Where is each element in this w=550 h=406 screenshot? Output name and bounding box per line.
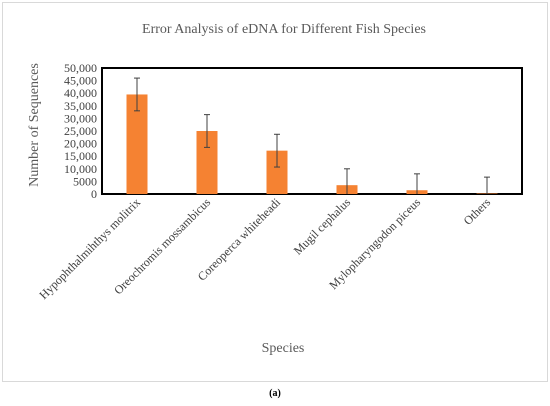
y-tick-label: 0	[91, 187, 97, 201]
error-bars	[134, 77, 490, 194]
x-tick-label: Mugil cephalus	[291, 195, 354, 258]
bar	[266, 150, 288, 194]
x-tick-label: Others	[461, 195, 494, 228]
chart-title: Error Analysis of eDNA for Different Fis…	[142, 22, 426, 37]
y-tick-label: 50,000	[64, 61, 97, 75]
y-tick-label: 5000	[73, 174, 97, 188]
y-tick-label: 35,000	[64, 99, 97, 113]
bar	[126, 94, 148, 194]
y-tick-label: 30,000	[64, 111, 97, 125]
y-tick-label: 45,000	[64, 74, 97, 88]
y-axis-ticks: 0500010,00015,00020,00025,00030,00035,00…	[64, 61, 97, 201]
y-tick-label: 20,000	[64, 137, 97, 151]
y-tick-label: 25,000	[64, 124, 97, 138]
bar	[196, 131, 218, 194]
bar-chart: Error Analysis of eDNA for Different Fis…	[27, 22, 523, 356]
y-tick-label: 40,000	[64, 86, 97, 100]
y-tick-label: 10,000	[64, 162, 97, 176]
bar-series	[126, 94, 498, 194]
y-tick-label: 15,000	[64, 149, 97, 163]
y-axis-label: Number of Sequences	[27, 63, 42, 187]
x-axis-label: Species	[262, 341, 305, 356]
plot-area-border	[101, 67, 523, 195]
caption-label: (a)	[269, 388, 281, 399]
figure-caption: (a)	[0, 388, 550, 399]
